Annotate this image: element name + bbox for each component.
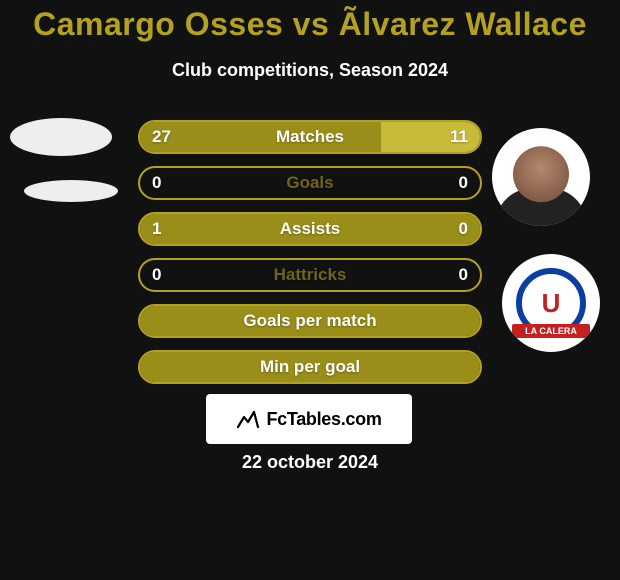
footer-date: 22 october 2024 bbox=[0, 452, 620, 473]
stat-bar: Hattricks0 0 bbox=[138, 258, 482, 292]
stat-bar-left-seg bbox=[140, 214, 480, 244]
stat-bar-left-value: 0 bbox=[140, 260, 173, 290]
stat-bar-label: Hattricks bbox=[140, 260, 480, 290]
stat-bar-left-seg bbox=[140, 306, 480, 336]
stat-bar: Matches2711 bbox=[138, 120, 482, 154]
stat-bars: Matches2711Goals00Assists10Hattricks00Go… bbox=[138, 120, 482, 396]
player-right-avatar bbox=[492, 128, 590, 226]
stat-bar-right-seg bbox=[381, 122, 480, 152]
player-left-avatar bbox=[10, 118, 112, 156]
stat-bar: Goals0 0 bbox=[138, 166, 482, 200]
fctables-logo-text: FcTables.com bbox=[266, 409, 381, 430]
stat-bar: Goals per match bbox=[138, 304, 482, 338]
stat-bar-right-value: 0 bbox=[447, 168, 480, 198]
fctables-icon bbox=[236, 407, 260, 431]
fctables-logo: FcTables.com bbox=[206, 394, 412, 444]
stat-bar-left-value: 0 bbox=[140, 168, 173, 198]
crest-banner: LA CALERA bbox=[512, 324, 590, 338]
page-title: Camargo Osses vs Ãlvarez Wallace bbox=[0, 6, 620, 43]
club-right-crest: U LA CALERA bbox=[502, 254, 600, 352]
stat-bar-left-seg bbox=[140, 352, 480, 382]
club-left-crest bbox=[24, 180, 118, 202]
stat-bar-right-value: 0 bbox=[447, 260, 480, 290]
stat-bar-label: Goals bbox=[140, 168, 480, 198]
stat-bar: Min per goal bbox=[138, 350, 482, 384]
stat-bar: Assists10 bbox=[138, 212, 482, 246]
stat-bar-left-seg bbox=[140, 122, 381, 152]
page-subtitle: Club competitions, Season 2024 bbox=[0, 60, 620, 81]
